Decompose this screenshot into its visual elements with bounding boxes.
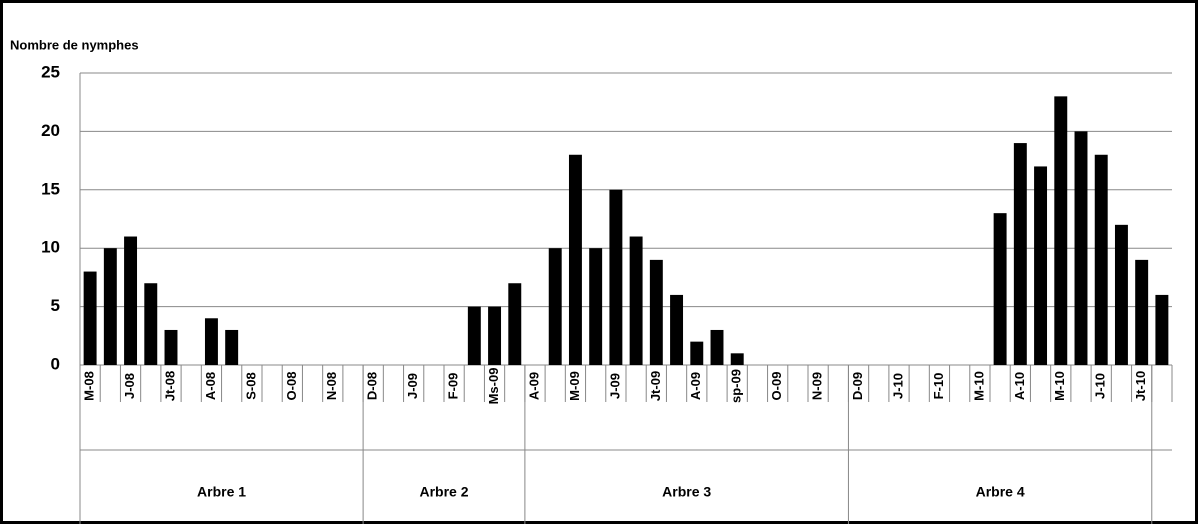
x-tick-label: M-10	[1052, 371, 1067, 401]
bar	[467, 306, 481, 365]
bar	[1114, 224, 1128, 365]
group-label: Arbre 1	[197, 484, 246, 500]
x-tick-label: Jt-10	[1133, 371, 1148, 401]
x-tick-label: M-09	[567, 371, 582, 401]
y-tick-label: 25	[41, 62, 60, 81]
x-tick-label: N-09	[810, 372, 825, 400]
bar	[508, 283, 522, 365]
bar	[609, 189, 623, 365]
x-tick-label: A-08	[203, 372, 218, 400]
y-tick-label: 15	[41, 179, 60, 198]
y-tick-label: 20	[41, 121, 60, 140]
bar	[690, 341, 704, 365]
bar	[1155, 294, 1169, 365]
x-tick-label: S-08	[243, 372, 258, 399]
x-tick-label: Jt-09	[648, 371, 663, 401]
bar	[589, 248, 603, 365]
bar	[1013, 143, 1027, 365]
bar	[225, 329, 239, 365]
bar	[1094, 154, 1108, 365]
x-tick-label: N-08	[324, 372, 339, 400]
x-tick-label: F-10	[931, 373, 946, 400]
bar	[144, 283, 158, 365]
x-tick-label: A-09	[526, 372, 541, 400]
x-tick-label: sp-09	[729, 369, 744, 403]
bar	[1074, 131, 1088, 365]
x-tick-label: A-09	[688, 372, 703, 400]
x-tick-label: J-10	[1093, 373, 1108, 399]
y-tick-label: 10	[41, 238, 60, 257]
bar	[1034, 166, 1048, 365]
bar	[629, 236, 643, 365]
bar	[649, 259, 663, 365]
bar	[670, 294, 684, 365]
x-tick-label: J-09	[607, 373, 622, 399]
bar	[488, 306, 502, 365]
bar	[730, 353, 744, 365]
x-tick-label: A-10	[1012, 372, 1027, 400]
bar	[993, 213, 1007, 365]
x-tick-label: J-09	[405, 373, 420, 399]
x-tick-label: Jt-08	[162, 371, 177, 401]
group-label: Arbre 3	[662, 484, 711, 500]
bar	[710, 329, 724, 365]
bar	[103, 248, 117, 365]
bar	[204, 318, 218, 365]
y-axis-label: Nombre de nymphes	[10, 37, 139, 52]
x-tick-label: D-09	[850, 372, 865, 400]
bar	[164, 329, 178, 365]
bar	[568, 154, 582, 365]
x-tick-label: D-08	[365, 372, 380, 400]
bar	[124, 236, 138, 365]
group-label: Arbre 2	[419, 484, 468, 500]
bar	[83, 271, 97, 365]
y-tick-label: 0	[51, 354, 60, 373]
y-tick-label: 5	[51, 296, 60, 315]
bar	[1135, 259, 1149, 365]
x-tick-label: M-10	[971, 371, 986, 401]
x-tick-label: J-10	[890, 373, 905, 399]
x-tick-label: M-08	[82, 371, 97, 401]
group-label: Arbre 4	[976, 484, 1025, 500]
x-tick-label: O-08	[284, 372, 299, 401]
x-tick-label: O-09	[769, 372, 784, 401]
bar	[548, 248, 562, 365]
x-tick-label: F-09	[446, 373, 461, 400]
bar	[1054, 96, 1068, 366]
x-tick-label: Ms-09	[486, 368, 501, 405]
x-tick-label: J-08	[122, 373, 137, 399]
